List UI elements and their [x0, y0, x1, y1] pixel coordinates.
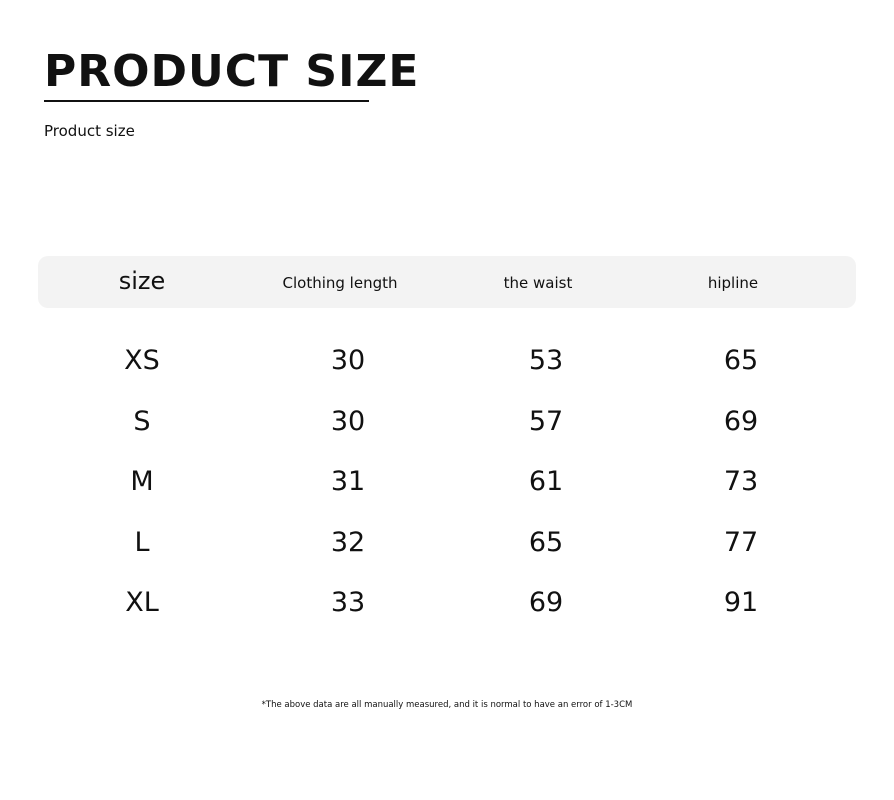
table-cell: 65: [723, 345, 759, 376]
page-title: PRODUCT SIZE: [44, 46, 420, 97]
table-header-bar: [38, 256, 856, 308]
size-label: M: [130, 466, 154, 497]
table-cell: 53: [528, 345, 564, 376]
table-cell: 77: [723, 526, 759, 558]
table-cell: 69: [723, 405, 759, 437]
size-label: XL: [125, 587, 159, 618]
size-label: S: [133, 405, 151, 437]
table-cell: 69: [528, 587, 564, 618]
column-header: the waist: [503, 274, 573, 292]
size-label: XS: [124, 345, 160, 376]
title-underline: [44, 100, 369, 102]
table-cell: 31: [330, 466, 366, 497]
subtitle: Product size: [44, 122, 135, 140]
column-header: size: [118, 267, 166, 295]
table-cell: 57: [528, 405, 564, 437]
table-cell: 65: [528, 526, 564, 558]
table-cell: 61: [528, 466, 564, 497]
column-header: Clothing length: [282, 274, 398, 292]
size-label: L: [134, 526, 150, 558]
column-header: hipline: [707, 274, 759, 292]
table-cell: 32: [330, 526, 366, 558]
table-cell: 33: [330, 587, 366, 618]
measurement-note: *The above data are all manually measure…: [261, 700, 633, 710]
table-cell: 30: [330, 345, 366, 376]
table-cell: 30: [330, 405, 366, 437]
table-cell: 91: [723, 587, 759, 618]
table-cell: 73: [723, 466, 759, 497]
